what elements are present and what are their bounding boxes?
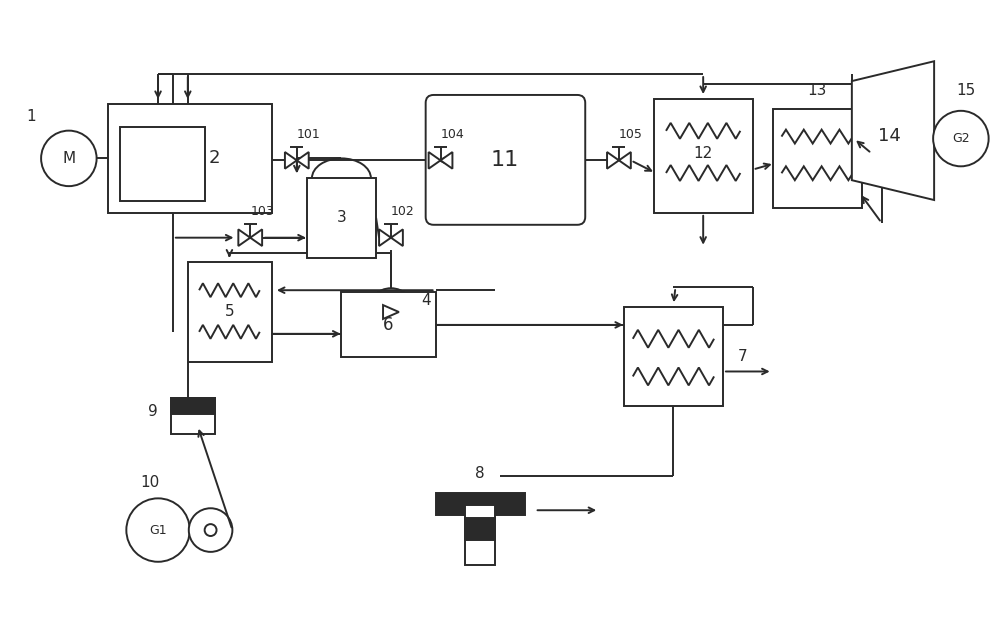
Circle shape bbox=[933, 111, 989, 166]
Text: 8: 8 bbox=[475, 466, 485, 481]
Text: M: M bbox=[62, 151, 75, 166]
Text: 101: 101 bbox=[297, 128, 321, 141]
Text: 13: 13 bbox=[807, 83, 827, 98]
Text: 9: 9 bbox=[148, 404, 158, 419]
Bar bbox=[188, 263, 272, 362]
Bar bbox=[624, 307, 723, 406]
Bar bbox=[171, 398, 215, 414]
Bar bbox=[465, 518, 495, 540]
Polygon shape bbox=[429, 152, 441, 169]
Polygon shape bbox=[441, 152, 452, 169]
Text: 1: 1 bbox=[26, 109, 36, 124]
Polygon shape bbox=[391, 229, 403, 246]
Bar bbox=[654, 99, 753, 213]
Text: 103: 103 bbox=[250, 206, 274, 218]
Text: 5: 5 bbox=[225, 303, 234, 319]
Bar bbox=[108, 104, 272, 213]
FancyBboxPatch shape bbox=[426, 95, 585, 225]
Text: 14: 14 bbox=[878, 127, 901, 145]
Text: 3: 3 bbox=[337, 210, 346, 225]
Polygon shape bbox=[238, 229, 250, 246]
Bar bbox=[773, 109, 862, 208]
Polygon shape bbox=[285, 152, 297, 169]
Text: 4: 4 bbox=[421, 293, 430, 308]
Text: 2: 2 bbox=[209, 149, 221, 167]
Text: 102: 102 bbox=[391, 206, 415, 218]
Text: 11: 11 bbox=[491, 150, 519, 171]
Text: G2: G2 bbox=[952, 132, 970, 145]
Text: 7: 7 bbox=[738, 349, 748, 364]
Text: G1: G1 bbox=[149, 524, 167, 537]
Text: 6: 6 bbox=[383, 316, 393, 334]
Text: 105: 105 bbox=[619, 128, 643, 141]
Circle shape bbox=[205, 524, 217, 536]
Polygon shape bbox=[607, 152, 619, 169]
Polygon shape bbox=[297, 152, 309, 169]
Circle shape bbox=[41, 130, 97, 186]
Bar bbox=[307, 178, 376, 258]
Bar bbox=[120, 127, 205, 201]
Polygon shape bbox=[379, 229, 391, 246]
Bar bbox=[465, 505, 495, 565]
Text: 10: 10 bbox=[141, 475, 160, 490]
Text: 104: 104 bbox=[441, 128, 464, 141]
Bar bbox=[341, 292, 436, 357]
Polygon shape bbox=[852, 61, 934, 200]
Text: 15: 15 bbox=[956, 83, 975, 98]
Circle shape bbox=[189, 508, 232, 552]
Circle shape bbox=[126, 498, 190, 562]
Bar bbox=[436, 493, 525, 515]
Polygon shape bbox=[383, 305, 399, 319]
Text: 12: 12 bbox=[694, 146, 713, 161]
Circle shape bbox=[367, 288, 415, 336]
Polygon shape bbox=[619, 152, 631, 169]
Bar bbox=[171, 398, 215, 434]
Polygon shape bbox=[250, 229, 262, 246]
